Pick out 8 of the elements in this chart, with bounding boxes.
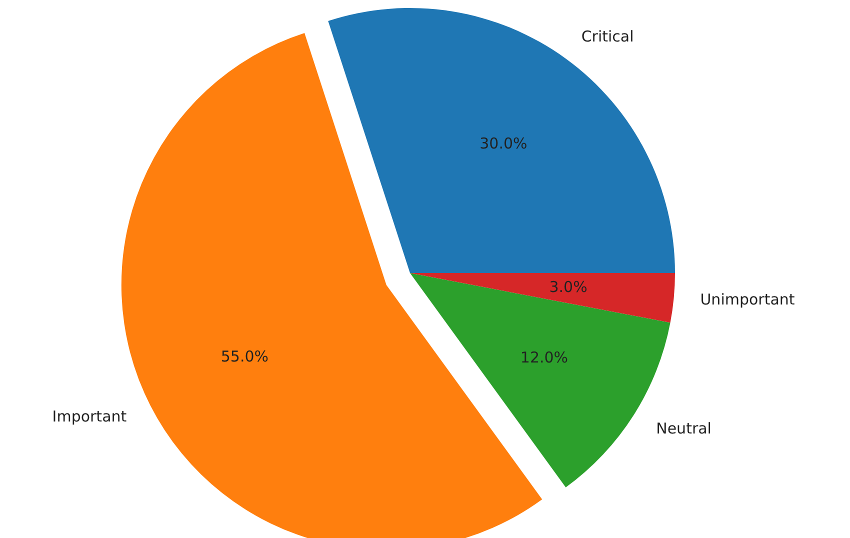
slice-label: Unimportant xyxy=(700,290,795,309)
slice-label: Critical xyxy=(581,27,634,46)
slice-label: Important xyxy=(52,407,127,426)
data-label: 30.0% xyxy=(480,134,528,152)
data-label: 12.0% xyxy=(520,348,568,366)
slice-label: Neutral xyxy=(656,419,712,438)
data-label: 55.0% xyxy=(220,347,269,366)
data-label: 3.0% xyxy=(549,278,588,296)
